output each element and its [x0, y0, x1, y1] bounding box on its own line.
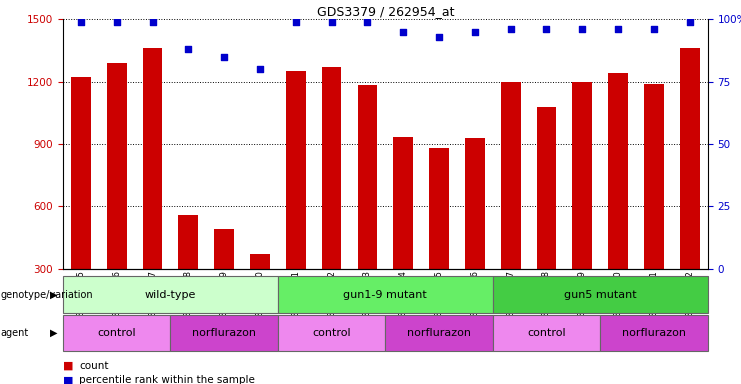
Point — [576, 26, 588, 32]
Bar — [214, 229, 234, 331]
Text: genotype/variation: genotype/variation — [1, 290, 93, 300]
Text: gun1-9 mutant: gun1-9 mutant — [343, 290, 428, 300]
Text: norflurazon: norflurazon — [407, 328, 471, 338]
Point — [75, 19, 87, 25]
Point — [147, 19, 159, 25]
Bar — [573, 82, 592, 331]
Point — [612, 26, 624, 32]
Text: control: control — [527, 328, 566, 338]
Bar — [608, 73, 628, 331]
Point — [290, 19, 302, 25]
Text: wild-type: wild-type — [144, 290, 196, 300]
Bar — [278, 276, 493, 313]
Bar — [71, 78, 90, 331]
Bar — [143, 48, 162, 331]
Text: percentile rank within the sample: percentile rank within the sample — [79, 375, 255, 384]
Point — [362, 19, 373, 25]
Bar — [179, 215, 198, 331]
Point — [325, 19, 337, 25]
Bar — [385, 315, 493, 351]
Point — [182, 46, 194, 52]
Point — [469, 29, 481, 35]
Text: control: control — [97, 328, 136, 338]
Text: control: control — [312, 328, 351, 338]
Bar — [278, 315, 385, 351]
Point — [540, 26, 552, 32]
Point — [110, 19, 122, 25]
Bar — [493, 315, 600, 351]
Bar — [63, 315, 170, 351]
Text: ■: ■ — [63, 375, 73, 384]
Bar — [600, 315, 708, 351]
Bar — [493, 276, 708, 313]
Point — [505, 26, 516, 32]
Point — [397, 29, 409, 35]
Bar — [322, 67, 342, 331]
Point — [254, 66, 266, 72]
Point — [684, 19, 696, 25]
Bar — [286, 71, 305, 331]
Text: agent: agent — [1, 328, 29, 338]
Bar — [465, 138, 485, 331]
Bar — [170, 315, 278, 351]
Title: GDS3379 / 262954_at: GDS3379 / 262954_at — [316, 5, 454, 18]
Bar — [536, 107, 556, 331]
Text: ▶: ▶ — [50, 290, 58, 300]
Point — [648, 26, 659, 32]
Text: norflurazon: norflurazon — [622, 328, 686, 338]
Text: ▶: ▶ — [50, 328, 58, 338]
Point — [218, 54, 230, 60]
Bar — [107, 63, 127, 331]
Bar — [250, 254, 270, 331]
Text: ■: ■ — [63, 361, 73, 371]
Text: count: count — [79, 361, 109, 371]
Bar — [501, 82, 520, 331]
Bar — [680, 48, 700, 331]
Point — [433, 34, 445, 40]
Text: norflurazon: norflurazon — [192, 328, 256, 338]
Bar — [393, 137, 413, 331]
Bar — [429, 148, 449, 331]
Bar — [358, 85, 377, 331]
Bar — [644, 84, 664, 331]
Bar — [63, 276, 278, 313]
Text: gun5 mutant: gun5 mutant — [564, 290, 637, 300]
